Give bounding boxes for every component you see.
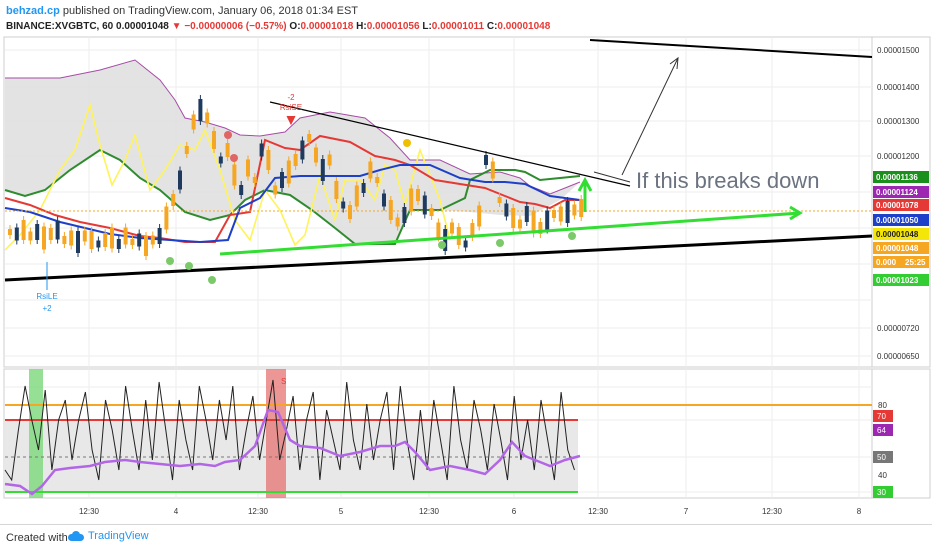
tenkan-line: [4, 164, 581, 244]
price-tag: 25:25: [902, 256, 929, 268]
rsi-long-label: RsiLE: [36, 292, 57, 301]
osc-tag: 50: [873, 451, 893, 463]
pointer-line: [593, 171, 631, 183]
osc-tick-label: 40: [878, 471, 887, 480]
time-tick-label: 4: [174, 507, 179, 516]
oscillator-ticks: 80 40: [878, 401, 887, 480]
span-b-line: [5, 59, 581, 195]
svg-text:0.00001048: 0.00001048: [876, 230, 919, 239]
breakout-arrow: [621, 57, 679, 176]
time-tick-label: 6: [512, 507, 517, 516]
up-arrow-head: [577, 176, 593, 192]
rsi-short-arrow: [286, 115, 296, 126]
price-tag: 0.00001050: [873, 214, 929, 226]
breakout-arrow-head: [669, 56, 679, 70]
high-label: H:: [356, 21, 367, 32]
open-label: O:: [289, 21, 301, 32]
price-ticks: 0.00001500 0.00001400 0.00001300 0.00001200…: [877, 46, 920, 361]
svg-text:0.00001136: 0.00001136: [876, 173, 918, 182]
rsi-short-label: RsiSE: [280, 103, 302, 112]
rsi-line: [4, 408, 581, 496]
publish-info: behzad.cp published on TradingView.com, …: [6, 5, 358, 17]
span-a-line: [4, 148, 581, 245]
rsi-long-count: +2: [42, 304, 52, 313]
ichimoku-cloud: [5, 60, 580, 244]
svg-text:50: 50: [877, 453, 886, 462]
price-tag: 0.00001023: [873, 274, 929, 286]
svg-text:0.00001050: 0.00001050: [876, 216, 919, 225]
price-tick-label: 0.00001200: [877, 152, 920, 161]
oscillator-tags: 70 64 50 30: [873, 410, 893, 498]
svg-text:25:25: 25:25: [905, 258, 926, 267]
svg-text:0.00001023: 0.00001023: [876, 276, 919, 285]
overbought-zone: [266, 369, 286, 498]
time-tick-label: 12:30: [79, 507, 100, 516]
rsi-short-count: -2: [287, 93, 295, 102]
high-value: 0.00001056: [366, 21, 420, 32]
close-label: C:: [486, 21, 498, 32]
price-change: ▼ −0.00000006 (−0.57%): [171, 21, 287, 32]
svg-text:70: 70: [877, 412, 886, 421]
stochastic-line: [4, 379, 575, 482]
low-value: 0.00001011: [431, 21, 485, 32]
price-tag: 0.00001136: [873, 171, 929, 183]
author-link[interactable]: behzad.cp: [6, 5, 60, 17]
symbol-ohlc: BINANCE:XVGBTC, 60 0.00001048 ▼ −0.00000…: [6, 21, 550, 32]
chart-canvas[interactable]: If this breaks down RsiLE +2 -2 RsiSE 0.…: [0, 36, 932, 524]
signal-dots: [166, 131, 576, 284]
chart-header: behzad.cp published on TradingView.com, …: [0, 0, 932, 36]
tradingview-logo-icon: [68, 531, 84, 541]
tradingview-brand: TradingView: [88, 530, 149, 542]
last-price: 0.00001048: [116, 21, 169, 32]
price-tag: 0.00001078: [873, 199, 929, 211]
svg-text:0.00001048: 0.00001048: [876, 244, 919, 253]
breakdown-note: If this breaks down: [636, 168, 819, 193]
svg-text:0.00001078: 0.00001078: [876, 201, 919, 210]
time-tick-label: 12:30: [762, 507, 783, 516]
price-tick-label: 0.00000720: [877, 324, 920, 333]
osc-tag: 70: [873, 410, 893, 422]
svg-text:30: 30: [877, 488, 886, 497]
descending-resistance[interactable]: [269, 101, 631, 187]
osc-signal-marker: S: [281, 377, 286, 386]
time-tick-label: 7: [684, 507, 689, 516]
time-tick-label: 12:30: [588, 507, 609, 516]
price-tags: 0.00001136 0.00001124 0.00001078 0.00001050…: [873, 171, 929, 286]
open-value: 0.00001018: [300, 21, 354, 32]
footer: Created with TradingView: [0, 524, 932, 551]
osc-tag: 30: [873, 486, 893, 498]
time-axis[interactable]: 12:30 4 12:30 5 12:30 6 12:30 7 12:30 8: [79, 507, 862, 516]
tradingview-link[interactable]: TradingView: [68, 530, 149, 542]
green-arrow-head: [789, 205, 803, 221]
created-with: Created with: [6, 532, 68, 544]
price-tick-label: 0.00001500: [877, 46, 920, 55]
svg-text:0.00001124: 0.00001124: [876, 188, 918, 197]
price-tag: 0.000: [873, 256, 902, 268]
osc-tag: 64: [873, 424, 893, 436]
price-tag: 0.00001048: [873, 228, 929, 240]
osc-tick-label: 80: [878, 401, 887, 410]
time-tick-label: 12:30: [419, 507, 440, 516]
price-tick-label: 0.00000650: [877, 352, 920, 361]
price-tag: 0.00001124: [873, 186, 929, 198]
price-tag: 0.00001048: [873, 242, 929, 254]
svg-text:64: 64: [877, 426, 886, 435]
time-tick-label: 5: [339, 507, 344, 516]
svg-text:0.000: 0.000: [876, 258, 897, 267]
price-tick-label: 0.00001400: [877, 83, 920, 92]
upper-trendline[interactable]: [589, 39, 873, 58]
symbol-name[interactable]: BINANCE:XVGBTC, 60: [6, 21, 114, 32]
low-label: L:: [422, 21, 432, 32]
time-tick-label: 8: [857, 507, 862, 516]
time-tick-label: 12:30: [248, 507, 269, 516]
publish-date: published on TradingView.com, January 06…: [59, 5, 359, 17]
green-trendline[interactable]: [219, 211, 801, 256]
price-tick-label: 0.00001300: [877, 117, 920, 126]
oversold-zone: [29, 369, 43, 498]
close-value: 0.00001048: [497, 21, 551, 32]
support-trendline[interactable]: [4, 234, 873, 282]
